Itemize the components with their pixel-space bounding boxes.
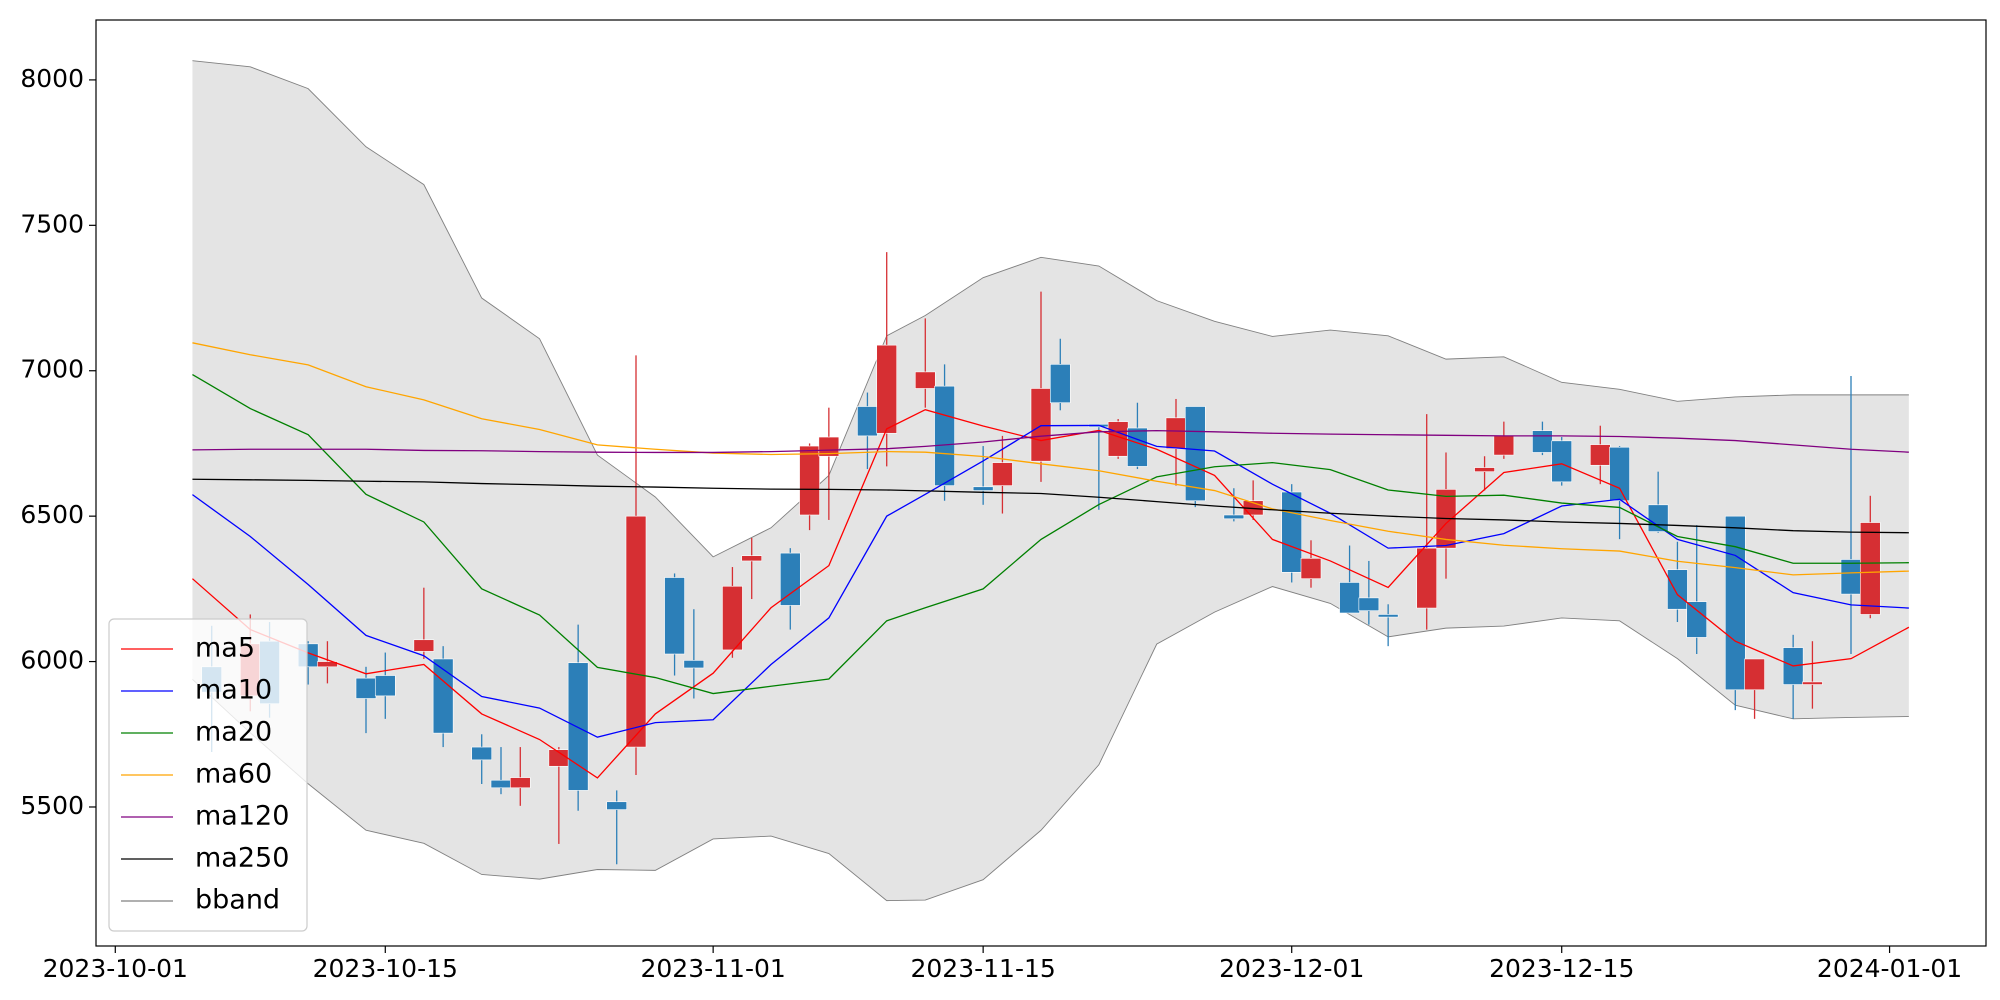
y-tick-label: 7000 bbox=[20, 355, 84, 384]
candle-body bbox=[1589, 444, 1611, 466]
candle-body bbox=[1647, 504, 1669, 532]
candle-body bbox=[1667, 569, 1688, 610]
y-tick-label: 8000 bbox=[20, 64, 84, 93]
legend-box bbox=[108, 618, 308, 932]
candle-body bbox=[1281, 491, 1303, 573]
ma-line bbox=[192, 424, 1909, 738]
legend-label: ma120 bbox=[195, 801, 289, 832]
candle-body bbox=[1049, 364, 1071, 404]
ma-line bbox=[192, 429, 1909, 454]
candle-body bbox=[1609, 446, 1630, 502]
candle-body bbox=[567, 662, 589, 791]
candle-body bbox=[664, 577, 685, 655]
candle-body bbox=[722, 585, 743, 651]
band-fill bbox=[192, 60, 1909, 901]
candle-body bbox=[972, 486, 994, 491]
candle-body bbox=[876, 344, 898, 434]
candle-body bbox=[799, 445, 820, 516]
candle-body bbox=[355, 677, 377, 699]
x-tick-label: 2023-10-01 bbox=[43, 954, 188, 983]
candle-body bbox=[934, 385, 955, 486]
candle-body bbox=[1165, 417, 1187, 449]
candle-body bbox=[1744, 658, 1765, 691]
x-tick-label: 2023-12-01 bbox=[1219, 954, 1364, 983]
ma-line bbox=[192, 342, 1909, 576]
candle-body bbox=[1377, 614, 1399, 618]
candle-body bbox=[1030, 388, 1052, 462]
band-lower bbox=[192, 586, 1909, 902]
y-tick-label: 6500 bbox=[20, 500, 84, 529]
candle-body bbox=[1339, 582, 1360, 614]
candle-body bbox=[1358, 597, 1380, 611]
candle-body bbox=[606, 801, 628, 810]
ma-line bbox=[192, 409, 1910, 779]
plot-frame bbox=[95, 19, 1987, 947]
candle-body bbox=[1532, 430, 1553, 453]
candle-body bbox=[1859, 522, 1881, 615]
legend-label: bband bbox=[195, 885, 280, 916]
candle-body bbox=[1686, 601, 1708, 638]
band-upper bbox=[192, 60, 1909, 558]
candle-body bbox=[779, 552, 801, 606]
candle-body bbox=[471, 746, 493, 761]
candle-body bbox=[625, 515, 647, 748]
legend-label: ma250 bbox=[195, 843, 289, 874]
legend: ma5 ma10 ma20 ma60 ma120 ma250 bband bbox=[108, 618, 308, 932]
candle-body bbox=[509, 777, 531, 789]
candle-body bbox=[818, 436, 840, 457]
candle-body bbox=[1184, 406, 1206, 502]
candle-body bbox=[1474, 467, 1495, 472]
candle-body bbox=[1802, 681, 1823, 685]
candle-body bbox=[857, 406, 878, 437]
candle-body bbox=[413, 639, 435, 652]
y-tick-label: 7500 bbox=[20, 209, 84, 238]
candle-body bbox=[992, 462, 1013, 486]
ma-line bbox=[192, 478, 1909, 534]
x-tick-label: 2023-11-01 bbox=[640, 954, 785, 983]
y-tick-label: 5500 bbox=[20, 791, 84, 820]
candle-body bbox=[1223, 514, 1245, 520]
x-tick-label: 2024-01-01 bbox=[1817, 954, 1962, 983]
candle-body bbox=[741, 555, 763, 562]
legend-label: ma60 bbox=[195, 759, 272, 790]
candle-body bbox=[317, 661, 338, 668]
candle-body bbox=[1840, 559, 1862, 595]
x-tick-label: 2023-12-15 bbox=[1489, 954, 1634, 983]
x-tick-label: 2023-10-15 bbox=[313, 954, 458, 983]
ma-line bbox=[192, 373, 1909, 695]
legend-label: ma20 bbox=[195, 717, 272, 748]
candle-body bbox=[1300, 558, 1322, 579]
x-tick-label: 2023-11-15 bbox=[910, 954, 1055, 983]
legend-label: ma5 bbox=[195, 633, 255, 664]
y-tick-label: 6000 bbox=[20, 646, 84, 675]
legend-label: ma10 bbox=[195, 675, 272, 706]
candle-body bbox=[1493, 435, 1515, 456]
candle-body bbox=[1127, 427, 1148, 467]
candle-body bbox=[1416, 547, 1438, 609]
candle-body bbox=[490, 779, 512, 789]
candle-body bbox=[914, 371, 936, 389]
candle-body bbox=[1724, 515, 1746, 691]
candle-body bbox=[374, 675, 396, 697]
candle-body bbox=[683, 660, 705, 669]
candle-body bbox=[1551, 440, 1573, 483]
